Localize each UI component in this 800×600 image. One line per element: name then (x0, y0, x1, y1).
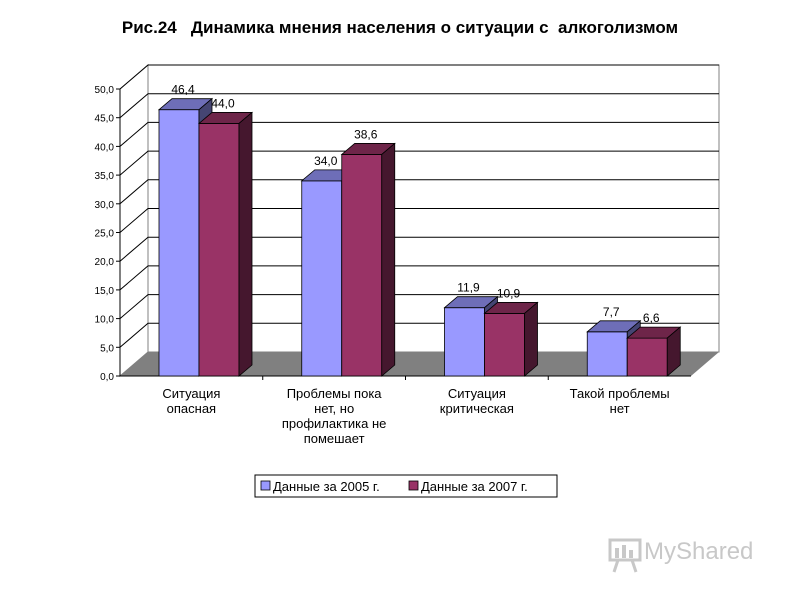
bar-front (444, 307, 485, 377)
data-label: 10,9 (497, 286, 521, 300)
bar (626, 326, 682, 377)
grid-line (119, 265, 719, 291)
category-label: Ситуация критическая (440, 386, 514, 416)
category-label-line: опасная (167, 401, 216, 416)
bar-side (524, 301, 538, 377)
category-label-line: профилактика не (282, 416, 387, 431)
data-label: 34,0 (314, 154, 338, 168)
bar-front (484, 313, 525, 377)
category-label: Ситуация опасная (162, 386, 220, 416)
category-label-line: помешает (304, 431, 365, 446)
bar (340, 142, 396, 377)
presentation-icon (608, 538, 642, 573)
bar-side (238, 111, 253, 377)
grid-line (119, 208, 719, 233)
data-label: 7,7 (603, 305, 620, 319)
data-label: 11,9 (457, 281, 480, 295)
bar-front (341, 154, 383, 377)
bar-side (666, 326, 681, 377)
y-tick-label: 5,0 (100, 343, 114, 354)
category-label-line: нет, но (314, 401, 354, 416)
grid-line (119, 150, 719, 176)
bar (197, 111, 254, 377)
bar-side (381, 142, 396, 377)
myshared-logo (606, 536, 776, 576)
chart-floor (120, 352, 719, 376)
legend-swatch (260, 480, 271, 491)
data-label: 46,4 (171, 83, 195, 97)
legend-label: Данные за 2005 г. (273, 479, 380, 494)
y-tick-label: 10,0 (95, 315, 115, 326)
bar-front (158, 109, 200, 377)
grid-line (119, 294, 719, 319)
category-label-line: критическая (440, 401, 514, 416)
bar-front (301, 180, 343, 377)
chart-title: Рис.24 Динамика мнения населения о ситуа… (121, 18, 679, 37)
legend-box (254, 474, 558, 498)
floor (120, 352, 719, 376)
grid-line (119, 93, 719, 119)
grid-line (119, 179, 719, 205)
bar (483, 301, 539, 377)
data-label: 6,6 (643, 311, 660, 325)
bar-front (626, 337, 668, 377)
category-label-line: нет (610, 401, 630, 416)
category-label-line: Проблемы пока (287, 386, 383, 401)
bars (157, 97, 682, 377)
y-tick-label: 35,0 (95, 171, 115, 182)
y-tick-label: 20,0 (95, 257, 115, 268)
bar-front (198, 123, 240, 377)
y-tick-label: 40,0 (95, 142, 115, 153)
category-label-line: Ситуация (448, 386, 506, 401)
y-tick-label: 50,0 (95, 85, 115, 96)
legend: Данные за 2005 г. Данные за 2007 г. (254, 474, 558, 498)
data-labels: 46,4 44,0 34,0 38,6 11,9 10,9 7,7 6,6 (171, 83, 660, 325)
bar-front (586, 331, 628, 377)
grid-line (119, 236, 719, 262)
watermark-text: MyShared (644, 538, 754, 565)
y-tick-label: 30,0 (95, 200, 115, 211)
category-label: Такой проблемы нет (570, 386, 670, 416)
y-tick-label: 15,0 (95, 286, 115, 297)
data-label: 38,6 (354, 127, 378, 141)
category-label-line: Ситуация (162, 386, 220, 401)
data-label: 44,0 (211, 96, 235, 110)
grid-line (119, 121, 719, 147)
y-tick-label: 45,0 (95, 114, 115, 125)
grid-line (119, 64, 719, 90)
legend-label: Данные за 2007 г. (421, 479, 528, 494)
y-tick-label: 0,0 (100, 372, 114, 383)
category-label-line: Такой проблемы (570, 386, 670, 401)
legend-swatch (408, 480, 419, 491)
category-label: Проблемы пока нет, но профилактика не помеш… (282, 386, 387, 446)
y-tick-label: 25,0 (95, 229, 115, 240)
